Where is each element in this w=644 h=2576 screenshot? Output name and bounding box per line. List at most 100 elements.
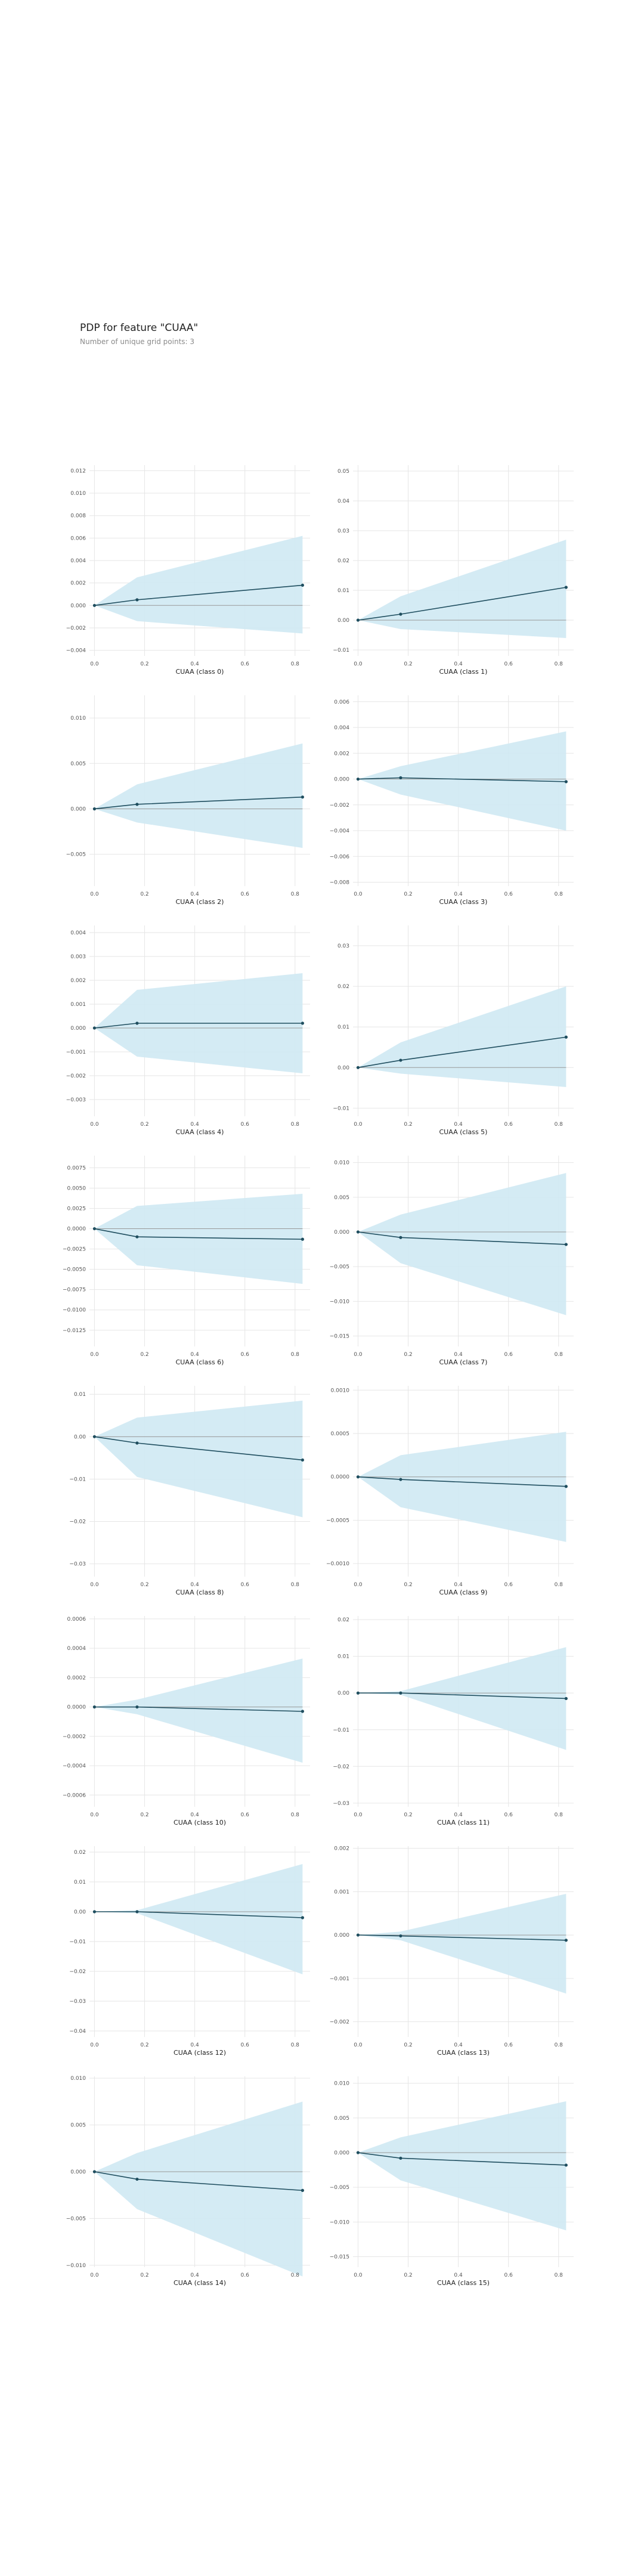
y-tick-label: 0.005 xyxy=(334,1195,349,1201)
x-tick-label: 0.2 xyxy=(404,2272,412,2278)
pdp-panel-6: 0.0075 0.0050 0.0025 0.0000 −0.0025 −0.0050 −0… xyxy=(63,1156,310,1366)
y-tick-label: 0.002 xyxy=(70,581,86,587)
confidence-band xyxy=(358,2101,566,2231)
y-tick-label: 0.002 xyxy=(334,1846,349,1852)
y-tick-label: 0.01 xyxy=(338,1654,349,1660)
x-tick-label: 0.8 xyxy=(555,1812,564,1818)
confidence-band xyxy=(94,1194,303,1284)
y-tick-label: 0.02 xyxy=(338,558,349,564)
y-tick-label: 0.005 xyxy=(70,2123,86,2129)
pdp-panel-4: 0.004 0.003 0.002 0.001 0.000 −0.001 −0.002 −0.… xyxy=(66,925,310,1136)
confidence-band xyxy=(94,535,303,634)
y-tick-label: 0.010 xyxy=(70,491,86,497)
y-tick-label: 0.0025 xyxy=(67,1206,86,1212)
x-axis-label: CUAA (class 14) xyxy=(174,2279,226,2287)
x-tick-label: 0.4 xyxy=(454,2042,463,2048)
x-tick-label: 0.4 xyxy=(190,1122,199,1128)
pdp-point xyxy=(135,1910,139,1914)
pdp-point xyxy=(564,1696,568,1701)
x-tick-label: 0.2 xyxy=(140,1582,148,1588)
pdp-point xyxy=(399,612,402,616)
y-tick-label: −0.003 xyxy=(66,1097,86,1103)
x-tick-label: 0.8 xyxy=(291,661,300,667)
y-tick-label: −0.01 xyxy=(69,1476,86,1482)
confidence-band xyxy=(94,743,303,848)
pdp-point xyxy=(564,2163,568,2167)
pdp-point xyxy=(399,776,402,779)
x-tick-label: 0.8 xyxy=(291,1582,300,1588)
x-tick-label: 0.8 xyxy=(555,2042,564,2048)
y-tick-label: −0.001 xyxy=(330,1976,349,1982)
x-tick-label: 0.0 xyxy=(354,1582,363,1588)
pdp-point xyxy=(92,1705,97,1709)
pdp-point xyxy=(564,780,568,784)
pdp-point xyxy=(92,807,97,811)
x-tick-label: 0.4 xyxy=(454,661,463,667)
pdp-point xyxy=(92,1910,97,1914)
y-tick-label: −0.0002 xyxy=(63,1734,86,1740)
y-tick-label: −0.002 xyxy=(66,1073,86,1079)
chart-title: PDP for feature "CUAA" xyxy=(80,322,199,334)
y-tick-label: 0.01 xyxy=(74,1392,86,1398)
pdp-panel-15: 0.010 0.005 0.000 −0.005 −0.010 −0.015 0.0 0.2 0… xyxy=(330,2076,574,2287)
pdp-point xyxy=(92,1026,97,1030)
pdp-point xyxy=(356,1066,360,1069)
pdp-point xyxy=(564,1243,568,1246)
x-axis-label: CUAA (class 13) xyxy=(437,2049,490,2057)
y-tick-label: −0.002 xyxy=(330,803,349,809)
x-tick-label: 0.0 xyxy=(354,2042,363,2048)
y-tick-label: 0.010 xyxy=(70,716,86,722)
pdp-point xyxy=(301,1916,304,1919)
x-tick-label: 0.6 xyxy=(504,1582,513,1588)
pdp-panel-7: 0.010 0.005 0.000 −0.005 −0.010 −0.015 0.0 0.2 0… xyxy=(330,1156,574,1366)
y-tick-label: −0.0004 xyxy=(63,1763,86,1769)
y-tick-label: −0.001 xyxy=(66,1049,86,1055)
x-tick-label: 0.8 xyxy=(291,1812,300,1818)
y-tick-label: 0.0075 xyxy=(67,1165,86,1171)
pdp-point xyxy=(399,1478,402,1481)
x-axis-label: CUAA (class 11) xyxy=(437,1819,490,1826)
y-tick-label: −0.015 xyxy=(330,1334,349,1340)
x-tick-label: 0.0 xyxy=(90,1812,99,1818)
y-tick-label: 0.01 xyxy=(338,588,349,594)
pdp-point xyxy=(399,1058,402,1062)
x-axis-label: CUAA (class 5) xyxy=(439,1128,488,1136)
y-tick-label: 0.002 xyxy=(334,751,349,757)
x-axis-label: CUAA (class 7) xyxy=(439,1358,488,1366)
confidence-band xyxy=(358,731,566,831)
y-tick-label: −0.03 xyxy=(69,1999,86,2005)
x-tick-label: 0.6 xyxy=(241,1352,250,1358)
x-tick-label: 0.2 xyxy=(404,1812,412,1818)
x-tick-label: 0.0 xyxy=(354,661,363,667)
y-tick-label: 0.000 xyxy=(334,2150,349,2156)
x-tick-label: 0.4 xyxy=(190,2042,199,2048)
pdp-point xyxy=(301,795,304,799)
confidence-band xyxy=(358,540,566,638)
pdp-point xyxy=(92,1435,97,1438)
x-tick-label: 0.2 xyxy=(404,2042,412,2048)
y-tick-label: 0.004 xyxy=(70,558,86,564)
x-tick-label: 0.6 xyxy=(241,1812,250,1818)
pdp-point xyxy=(356,618,360,622)
x-tick-label: 0.2 xyxy=(140,661,148,667)
x-tick-label: 0.6 xyxy=(504,661,513,667)
y-tick-label: 0.03 xyxy=(338,528,349,534)
y-tick-label: −0.0005 xyxy=(326,1518,349,1524)
pdp-point xyxy=(301,1458,304,1462)
y-tick-label: −0.006 xyxy=(330,854,350,860)
y-tick-label: 0.000 xyxy=(70,806,86,812)
pdp-panel-13: 0.002 0.001 0.000 −0.001 −0.002 0.0 0.2 0.4 0.6 0… xyxy=(330,1846,574,2057)
y-tick-label: 0.00 xyxy=(74,1434,86,1440)
pdp-point xyxy=(399,1934,402,1938)
y-tick-label: −0.010 xyxy=(66,2263,86,2269)
y-tick-label: 0.001 xyxy=(334,1889,349,1895)
x-tick-label: 0.8 xyxy=(555,1582,564,1588)
x-tick-label: 0.8 xyxy=(291,2272,300,2278)
x-tick-label: 0.4 xyxy=(190,1812,199,1818)
x-axis-label: CUAA (class 4) xyxy=(176,1128,224,1136)
pdp-panel-12: 0.02 0.01 0.00 −0.01 −0.02 −0.03 −0.04 0.0 0.2 0.… xyxy=(69,1846,310,2057)
y-tick-label: 0.00 xyxy=(338,1065,349,1071)
y-tick-label: −0.04 xyxy=(69,2029,86,2035)
y-tick-label: 0.003 xyxy=(70,954,86,960)
x-tick-label: 0.0 xyxy=(90,2042,99,2048)
